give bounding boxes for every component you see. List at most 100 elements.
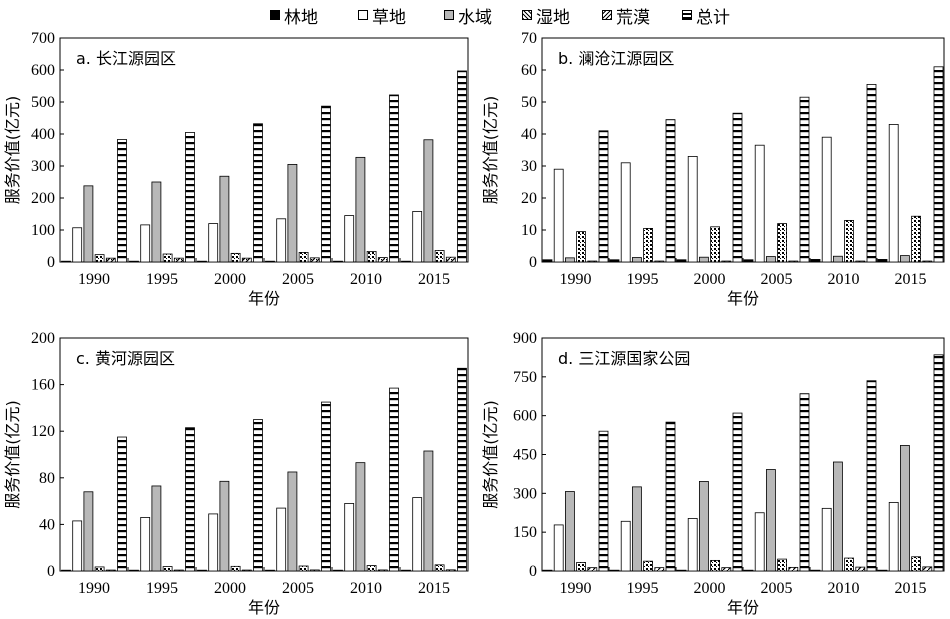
panel-title: d. 三江源国家公园: [558, 349, 690, 368]
bar-forest-1990: [542, 569, 553, 572]
bar-forest-2000: [676, 569, 687, 572]
legend-item-desert: 荒漠: [602, 4, 650, 28]
bar-total-1995: [665, 421, 676, 572]
x-tick-label: 1995: [146, 271, 178, 288]
bar-total-2005: [799, 393, 810, 572]
x-tick-label: 2010: [350, 271, 382, 288]
bar-wetland-2015: [911, 556, 922, 572]
legend-item-forest: 林地: [270, 4, 318, 28]
bar-water-2015: [423, 450, 434, 572]
bar-total-2015: [457, 70, 467, 263]
bar-forest-2015: [401, 569, 411, 572]
y-axis-title: 服务价值(亿元): [481, 96, 500, 205]
bar-wetland-2010: [844, 219, 855, 263]
legend-item-grass: 草地: [358, 4, 406, 28]
bar-water-1995: [151, 181, 162, 263]
bar-grass-2010: [344, 215, 355, 263]
bar-grass-1990: [553, 524, 564, 572]
bar-grass-2005: [754, 512, 765, 572]
bar-grass-2000: [208, 223, 219, 263]
legend-label: 水域: [458, 7, 492, 28]
bar-grass-2005: [276, 218, 287, 263]
bar-forest-2005: [265, 569, 275, 572]
x-tick-label: 2015: [418, 580, 450, 597]
y-axis-title: 服务价值(亿元): [481, 400, 500, 509]
bar-forest-1995: [609, 259, 620, 263]
bar-wetland-2010: [366, 251, 377, 263]
y-tick-label: 300: [513, 485, 537, 502]
legend-swatch-grass: [358, 10, 368, 20]
bar-total-2000: [732, 112, 743, 263]
bar-water-2000: [698, 481, 709, 572]
bar-forest-1995: [609, 569, 620, 572]
bar-desert-1990: [587, 567, 598, 572]
y-tick-label: 700: [31, 30, 55, 47]
bar-grass-2010: [821, 136, 832, 263]
bar-water-1990: [565, 257, 575, 263]
bar-total-2005: [321, 401, 331, 572]
y-tick-label: 10: [521, 222, 537, 239]
y-tick-label: 400: [31, 126, 55, 143]
bar-forest-2015: [877, 569, 888, 572]
legend-label: 林地: [284, 7, 318, 28]
legend-item-wetland: 湿地: [522, 4, 570, 28]
bar-grass-2000: [687, 155, 698, 263]
bar-total-2015: [933, 354, 944, 572]
x-axis-title: 年份: [727, 289, 759, 308]
bar-total-2015: [933, 66, 944, 263]
bar-desert-2000: [241, 569, 252, 572]
bar-water-2015: [899, 255, 910, 263]
bar-desert-2010: [855, 566, 866, 572]
y-tick-label: 500: [31, 94, 55, 111]
bar-forest-2015: [877, 259, 888, 263]
x-tick-label: 2010: [828, 271, 860, 288]
bar-forest-2005: [743, 569, 754, 572]
bar-total-2005: [321, 105, 331, 263]
bar-water-2015: [899, 445, 910, 572]
bar-desert-2005: [309, 257, 320, 263]
y-tick-label: 0: [47, 563, 55, 580]
bar-desert-1995: [654, 567, 665, 572]
bar-forest-2000: [676, 259, 687, 263]
bar-forest-2010: [810, 259, 821, 263]
bar-forest-2010: [333, 260, 343, 263]
bar-forest-2015: [401, 260, 411, 263]
x-tick-label: 2005: [282, 271, 314, 288]
bar-water-1995: [151, 485, 162, 572]
bar-wetland-2005: [298, 565, 309, 572]
bar-wetland-2015: [434, 250, 445, 263]
x-tick-label: 1990: [560, 580, 592, 597]
legend-item-total: 总计: [682, 4, 730, 28]
bar-desert-2005: [788, 566, 799, 572]
legend-label: 总计: [696, 7, 730, 28]
bar-water-2010: [355, 462, 366, 572]
bar-desert-1990: [587, 260, 598, 263]
y-tick-label: 900: [513, 330, 537, 347]
y-tick-label: 0: [529, 254, 537, 271]
x-tick-label: 1990: [78, 271, 110, 288]
y-tick-label: 0: [47, 254, 55, 271]
bar-grass-1995: [620, 162, 631, 263]
bar-grass-2015: [888, 501, 899, 572]
bar-water-2005: [765, 256, 776, 263]
y-tick-label: 200: [31, 330, 55, 347]
bar-water-2010: [355, 156, 366, 263]
bar-wetland-2000: [230, 565, 241, 572]
x-tick-label: 1995: [627, 271, 659, 288]
bar-grass-2010: [344, 503, 355, 572]
panel-title: c. 黄河源园区: [76, 349, 175, 368]
bar-wetland-1990: [94, 566, 105, 572]
bar-grass-1995: [620, 520, 631, 572]
legend-swatch-desert: [602, 10, 612, 20]
bar-total-2015: [457, 367, 467, 572]
bar-total-1990: [598, 430, 609, 572]
y-tick-label: 150: [513, 524, 537, 541]
bar-wetland-2015: [434, 564, 445, 572]
y-tick-label: 200: [31, 190, 55, 207]
bar-water-1990: [83, 491, 94, 572]
bar-desert-2015: [445, 569, 456, 572]
bar-forest-1995: [129, 569, 139, 572]
bar-forest-2005: [743, 259, 754, 263]
bar-desert-2000: [721, 567, 732, 572]
bar-desert-1990: [105, 257, 116, 263]
